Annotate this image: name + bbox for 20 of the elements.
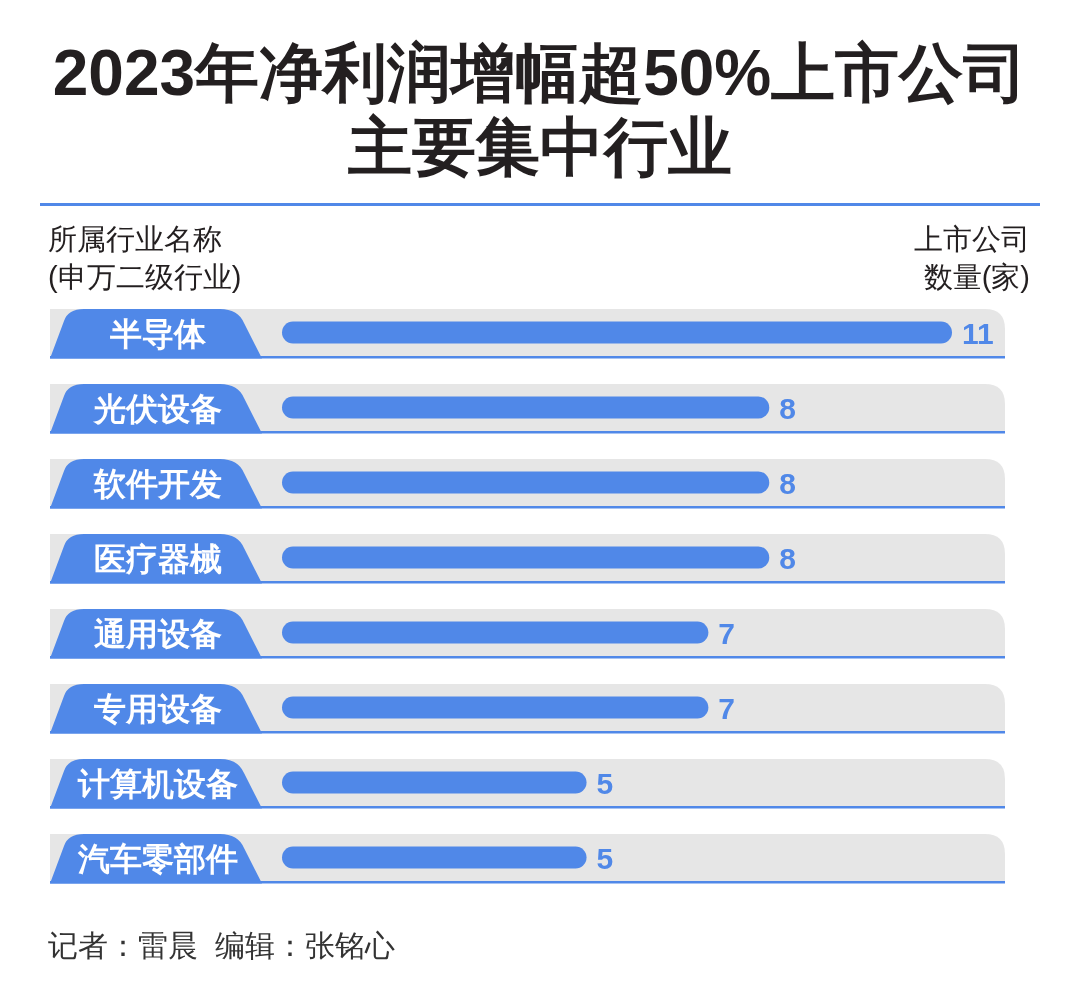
category-label: 通用设备 bbox=[94, 615, 222, 652]
data-label: 8 bbox=[779, 542, 796, 575]
annotation: 记者：雷晨 编辑：张铭心 bbox=[48, 928, 395, 964]
category-label: 软件开发 bbox=[94, 465, 222, 502]
title: 2023年净利润增幅超50%上市公司主要集中行业 bbox=[51, 36, 1029, 184]
data-label: 7 bbox=[718, 692, 736, 725]
ylabel: 所属行业名称(申万二级行业) bbox=[48, 222, 243, 295]
data-label: 8 bbox=[779, 392, 796, 425]
data-label: 11 bbox=[962, 317, 994, 350]
data-label: 5 bbox=[596, 767, 614, 800]
data-label: 7 bbox=[718, 617, 736, 650]
data-label: 5 bbox=[596, 842, 614, 875]
category-label: 半导体 bbox=[110, 315, 206, 352]
category-label: 医疗器械 bbox=[94, 540, 222, 577]
category-label: 汽车零部件 bbox=[78, 840, 238, 877]
category-label: 计算机设备 bbox=[78, 765, 238, 802]
data-label: 8 bbox=[779, 467, 796, 500]
category-label: 专用设备 bbox=[94, 690, 222, 727]
xlabel: 上市公司数量(家) bbox=[913, 222, 1030, 295]
category-label: 光伏设备 bbox=[94, 390, 222, 427]
